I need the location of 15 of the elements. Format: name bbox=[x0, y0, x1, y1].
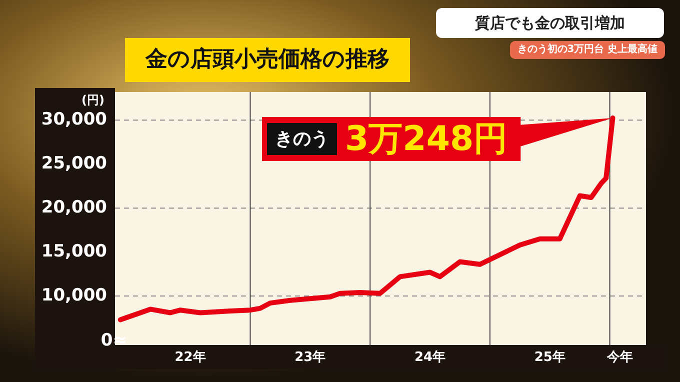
annotation: きのう 3万248円 bbox=[275, 118, 508, 159]
y-tick-label: 20,000 bbox=[41, 198, 108, 218]
y-axis-title: (円) bbox=[82, 93, 104, 107]
x-tick-label: 今年 bbox=[606, 350, 633, 366]
chart-title: 金の店頭小売価格の推移 bbox=[125, 38, 410, 82]
text: きのう初の3万円台 史上最高値 bbox=[510, 41, 665, 59]
x-tick-label: 22年 bbox=[174, 350, 206, 366]
x-tick-label: 23年 bbox=[294, 350, 326, 366]
x-tick-label: 25年 bbox=[534, 350, 566, 366]
x-tick-label: 24年 bbox=[414, 350, 446, 366]
y-tick-label: 15,000 bbox=[41, 241, 108, 262]
y-tick-label: 10,000 bbox=[41, 285, 108, 306]
text: 質店でも金の取引増加 bbox=[436, 8, 664, 38]
y-tick-label: 30,000 bbox=[41, 110, 108, 130]
y-tick-label: 25,000 bbox=[41, 154, 108, 174]
